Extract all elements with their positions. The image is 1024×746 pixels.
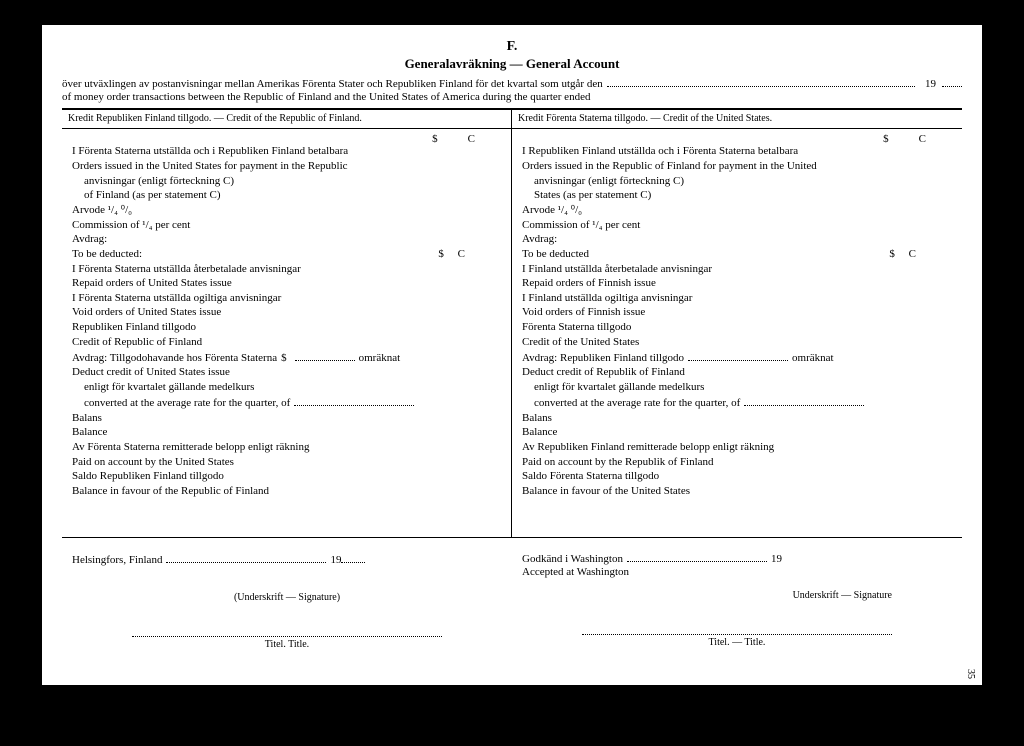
- col-cent: C: [919, 133, 926, 146]
- dollar-sign: $: [281, 352, 287, 365]
- dotted-fill: [942, 76, 962, 87]
- mini-cent: C: [909, 248, 916, 260]
- preamble-en: of money order transactions between the …: [62, 91, 962, 104]
- footer-left: Helsingfors, Finland 19 (Underskrift — S…: [62, 552, 512, 650]
- mini-dollar: $: [438, 248, 444, 260]
- text-line: Balance: [72, 426, 505, 439]
- accepted-en: Accepted at Washington: [522, 566, 952, 579]
- text-line: Credit of the United States: [522, 336, 956, 349]
- text-line: Av Republiken Finland remitterade belopp…: [522, 441, 956, 454]
- text-line: Avdrag:: [72, 233, 107, 246]
- text-line: I Förenta Staterna utställda och i Repub…: [72, 145, 505, 158]
- text-line: To be deducted:: [72, 248, 142, 261]
- mini-cent: C: [458, 248, 465, 260]
- text-line: converted at the average rate for the qu…: [534, 397, 740, 410]
- place-left: Helsingfors, Finland: [72, 554, 162, 567]
- text-line: Repaid orders of Finnish issue: [522, 277, 956, 290]
- text-line: Orders issued in the Republic of Finland…: [522, 160, 956, 173]
- signature-line: [132, 626, 442, 637]
- text-line: Av Förenta Staterna remitterade belopp e…: [72, 441, 505, 454]
- text-line: Balans: [522, 412, 956, 425]
- col-dollar: $: [883, 133, 889, 146]
- text-line: Förenta Staterna tillgodo: [522, 321, 956, 334]
- text-line: Paid on account by the Republik of Finla…: [522, 456, 956, 469]
- text-line: Balans: [72, 412, 505, 425]
- accepted-sv: Godkänd i Washington: [522, 553, 623, 566]
- text-line: Deduct credit of Republik of Finland: [522, 366, 956, 379]
- text-line: Paid on account by the United States: [72, 456, 505, 469]
- text-line: Republiken Finland tillgodo: [72, 321, 505, 334]
- mini-dollar: $: [889, 248, 895, 260]
- right-header: Kredit Förenta Staterna tillgodo. — Cred…: [512, 110, 962, 129]
- text-line: omräknat: [359, 352, 401, 365]
- text-line: enligt för kvartalet gällande medelkurs: [72, 381, 505, 394]
- text-line: Avdrag: Tillgodohavande hos Förenta Stat…: [72, 352, 277, 365]
- signature-label: (Underskrift — Signature): [72, 592, 502, 604]
- document-title: Generalavräkning — General Account: [62, 57, 962, 72]
- dotted-fill: [166, 552, 326, 562]
- dotted-fill: [295, 350, 355, 360]
- text-line: Deduct credit of United States issue: [72, 366, 505, 379]
- text-line: I Förenta Staterna utställda ogiltiga an…: [72, 292, 505, 305]
- page-number: 35: [965, 669, 977, 679]
- right-column: Kredit Förenta Staterna tillgodo. — Cred…: [512, 110, 962, 537]
- signature-label: Underskrift — Signature: [522, 590, 952, 602]
- year-prefix: 19: [771, 553, 782, 566]
- title-label: Titel. — Title.: [522, 637, 952, 649]
- dotted-fill: [294, 396, 414, 406]
- preamble-sv: över utväxlingen av postanvisningar mell…: [62, 78, 603, 91]
- title-label: Titel. Title.: [72, 639, 502, 651]
- dotted-fill: [688, 350, 788, 360]
- account-frame: Kredit Republiken Finland tillgodo. — Cr…: [62, 108, 962, 538]
- text-line: anvisningar (enligt förteckning C): [72, 175, 505, 188]
- text-line: I Republiken Finland utställda och i För…: [522, 145, 956, 158]
- footer: Helsingfors, Finland 19 (Underskrift — S…: [62, 552, 962, 650]
- col-dollar: $: [432, 133, 438, 146]
- text-line: I Finland utställda återbetalade anvisni…: [522, 263, 956, 276]
- dotted-fill: [744, 396, 864, 406]
- text-line: Void orders of United States issue: [72, 306, 505, 319]
- text-line: Commission of ¹/₄ per cent: [72, 219, 505, 232]
- section-letter: F.: [62, 39, 962, 55]
- text-line: Commission of ¹/₄ per cent: [522, 219, 956, 232]
- year-prefix: 19: [925, 78, 936, 91]
- signature-line: [582, 624, 892, 635]
- text-line: enligt för kvartalet gällande medelkurs: [522, 381, 956, 394]
- document-page: F. Generalavräkning — General Account öv…: [42, 25, 982, 685]
- text-line: Repaid orders of United States issue: [72, 277, 505, 290]
- text-line: Arvode ¹/₄ ⁰/₀: [522, 204, 956, 217]
- text-line: of Finland (as per statement C): [72, 189, 505, 202]
- left-column: Kredit Republiken Finland tillgodo. — Cr…: [62, 110, 512, 537]
- text-line: converted at the average rate for the qu…: [84, 397, 290, 410]
- col-cent: C: [468, 133, 475, 146]
- footer-right: Godkänd i Washington 19 Accepted at Wash…: [512, 552, 962, 650]
- text-line: States (as per statement C): [522, 189, 956, 202]
- text-line: anvisningar (enligt förteckning C): [522, 175, 956, 188]
- right-body: $ C I Republiken Finland utställda och i…: [512, 129, 962, 537]
- text-line: Balance: [522, 426, 956, 439]
- text-line: I Finland utställda ogiltiga anvisningar: [522, 292, 956, 305]
- dotted-fill: [607, 77, 915, 87]
- text-line: Saldo Republiken Finland tillgodo: [72, 470, 505, 483]
- text-line: Balance in favour of the United States: [522, 485, 956, 498]
- text-line: Arvode ¹/₄ ⁰/₀: [72, 204, 505, 217]
- text-line: Credit of Republic of Finland: [72, 336, 505, 349]
- text-line: Avdrag:: [522, 233, 956, 246]
- dotted-fill: [627, 552, 767, 562]
- text-line: To be deducted: [522, 248, 589, 261]
- dotted-fill: [341, 552, 365, 563]
- text-line: omräknat: [792, 352, 834, 365]
- text-line: Void orders of Finnish issue: [522, 306, 956, 319]
- text-line: Saldo Förenta Staterna tillgodo: [522, 470, 956, 483]
- text-line: I Förenta Staterna utställda återbetalad…: [72, 263, 505, 276]
- text-line: Balance in favour of the Republic of Fin…: [72, 485, 505, 498]
- preamble: över utväxlingen av postanvisningar mell…: [62, 76, 962, 104]
- year-prefix: 19: [330, 554, 341, 567]
- left-header: Kredit Republiken Finland tillgodo. — Cr…: [62, 110, 511, 129]
- left-body: $ C I Förenta Staterna utställda och i R…: [62, 129, 511, 537]
- text-line: Avdrag: Republiken Finland tillgodo: [522, 352, 684, 365]
- text-line: Orders issued in the United States for p…: [72, 160, 505, 173]
